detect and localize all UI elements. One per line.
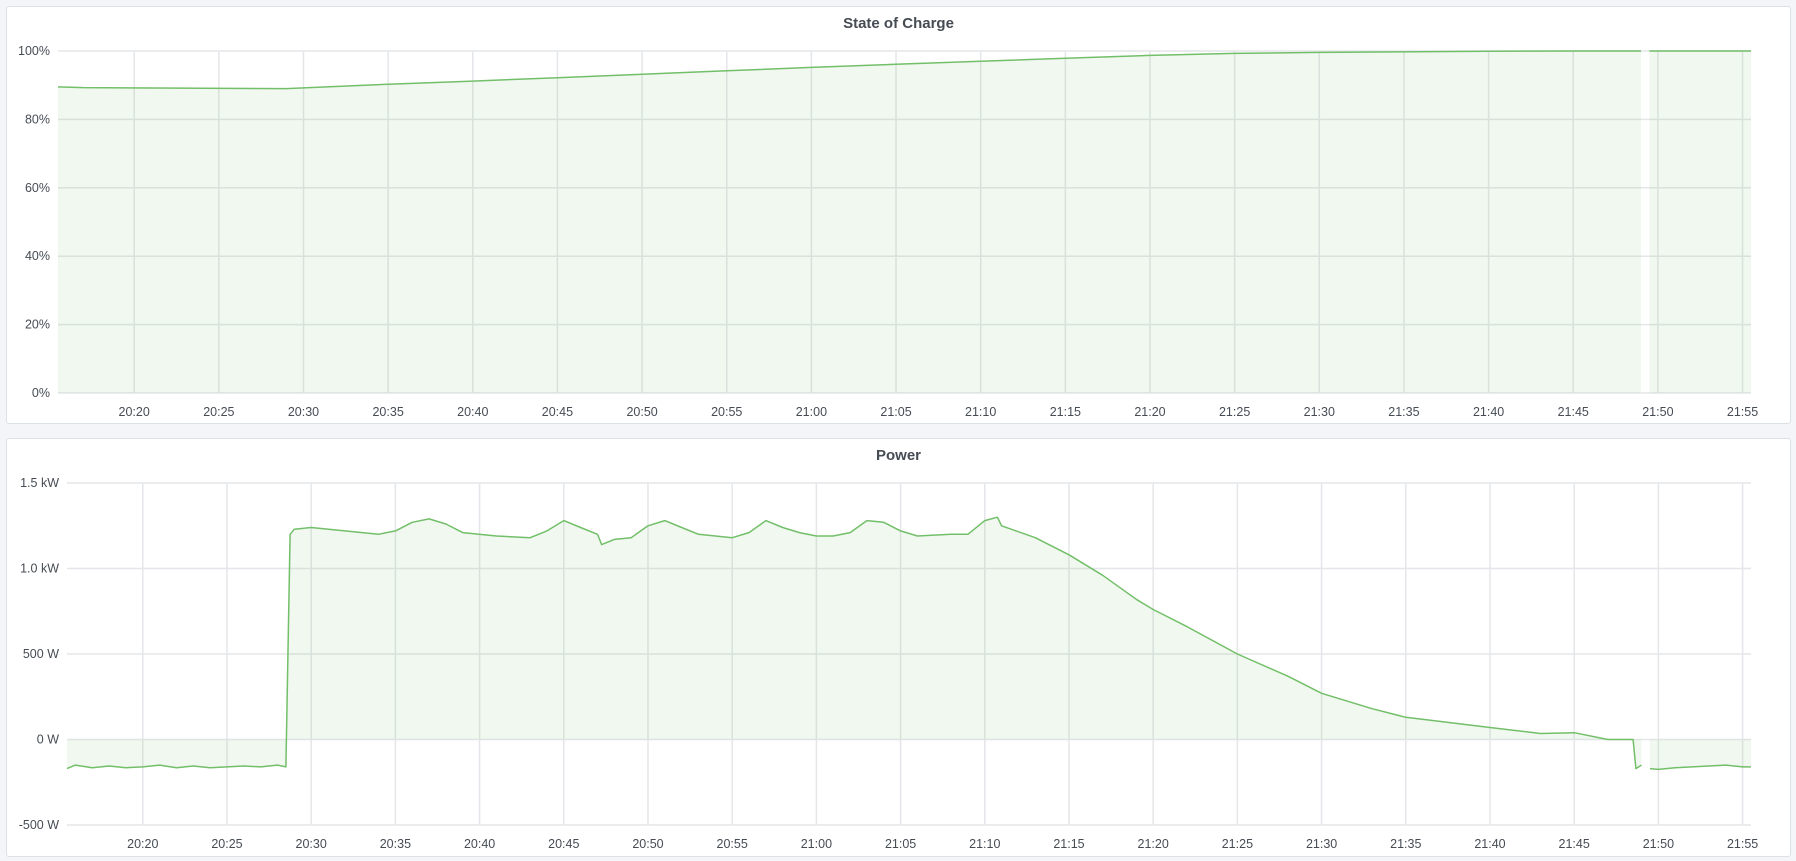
panel-title[interactable]: Power [875, 447, 921, 464]
x-tick-label: 21:20 [1138, 837, 1169, 851]
x-tick-label: 20:35 [372, 405, 403, 419]
series-line[interactable] [66, 516, 1642, 770]
x-tick-label: 20:25 [203, 405, 234, 419]
y-tick-label: 0% [32, 386, 50, 400]
x-tick-label: 20:40 [457, 405, 488, 419]
x-tick-label: 21:00 [796, 405, 827, 419]
x-tick-label: 20:30 [288, 405, 319, 419]
series-line[interactable] [57, 50, 1641, 90]
x-tick-label: 21:55 [1727, 837, 1758, 851]
x-tick-label: 21:15 [1050, 405, 1081, 419]
x-tick-label: 21:50 [1643, 837, 1674, 851]
y-tick-label: 40% [25, 249, 50, 263]
x-tick-label: 21:05 [880, 405, 911, 419]
x-tick-label: 20:30 [296, 837, 327, 851]
x-tick-label: 21:35 [1390, 837, 1421, 851]
y-tick-label: 80% [25, 112, 50, 126]
x-tick-label: 21:50 [1642, 405, 1673, 419]
x-tick-label: 20:50 [626, 405, 657, 419]
x-tick-label: 21:30 [1306, 837, 1337, 851]
y-tick-label: 0 W [37, 733, 59, 747]
x-tick-label: 21:40 [1473, 405, 1504, 419]
series-area-fill [67, 517, 1642, 769]
x-tick-label: 20:50 [632, 837, 663, 851]
y-tick-label: 1.5 kW [20, 476, 59, 490]
x-tick-label: 21:45 [1559, 837, 1590, 851]
y-tick-label: 1.0 kW [20, 562, 59, 576]
x-tick-label: 20:25 [211, 837, 242, 851]
chart-svg: 0% 20% 40% 60% 80% 100% 20:20 20:25 20:30 20:35 20… [18, 44, 1758, 419]
series-area-fill [1650, 739, 1751, 770]
x-tick-label: 20:20 [127, 837, 158, 851]
series-line[interactable] [1649, 764, 1751, 771]
panel-power: Power -500 W 0 W 500 W 1.0 kW 1.5 kW 20:20 20:… [6, 438, 1791, 857]
x-tick-label: 20:55 [711, 405, 742, 419]
x-tick-label: 21:05 [885, 837, 916, 851]
panel-title[interactable]: State of Charge [843, 15, 954, 32]
series-area-fill [58, 51, 1641, 393]
panel-state-of-charge: State of Charge 0% 20% 40% 60% 80% 100% 20:20 2… [6, 6, 1791, 424]
y-tick-label: 500 W [23, 647, 59, 661]
chart-svg: -500 W 0 W 500 W 1.0 kW 1.5 kW 20:20 20:25 20:3… [19, 476, 1759, 851]
x-tick-label: 21:55 [1727, 405, 1758, 419]
x-tick-label: 21:10 [969, 837, 1000, 851]
y-tick-label: -500 W [19, 818, 59, 832]
x-tick-label: 21:00 [801, 837, 832, 851]
x-tick-label: 20:55 [717, 837, 748, 851]
x-tick-label: 21:10 [965, 405, 996, 419]
x-tick-label: 21:25 [1222, 837, 1253, 851]
x-tick-label: 20:45 [542, 405, 573, 419]
x-tick-label: 20:35 [380, 837, 411, 851]
x-tick-label: 20:20 [119, 405, 150, 419]
x-tick-label: 21:20 [1134, 405, 1165, 419]
y-tick-label: 100% [18, 44, 50, 58]
y-tick-label: 60% [25, 181, 50, 195]
x-tick-label: 21:15 [1053, 837, 1084, 851]
x-tick-label: 20:45 [548, 837, 579, 851]
series-area-fill [1649, 51, 1751, 393]
x-tick-label: 21:35 [1388, 405, 1419, 419]
x-tick-label: 20:40 [464, 837, 495, 851]
x-tick-label: 21:25 [1219, 405, 1250, 419]
x-tick-label: 21:45 [1558, 405, 1589, 419]
y-tick-label: 20% [25, 318, 50, 332]
x-tick-label: 21:40 [1474, 837, 1505, 851]
x-tick-label: 21:30 [1304, 405, 1335, 419]
